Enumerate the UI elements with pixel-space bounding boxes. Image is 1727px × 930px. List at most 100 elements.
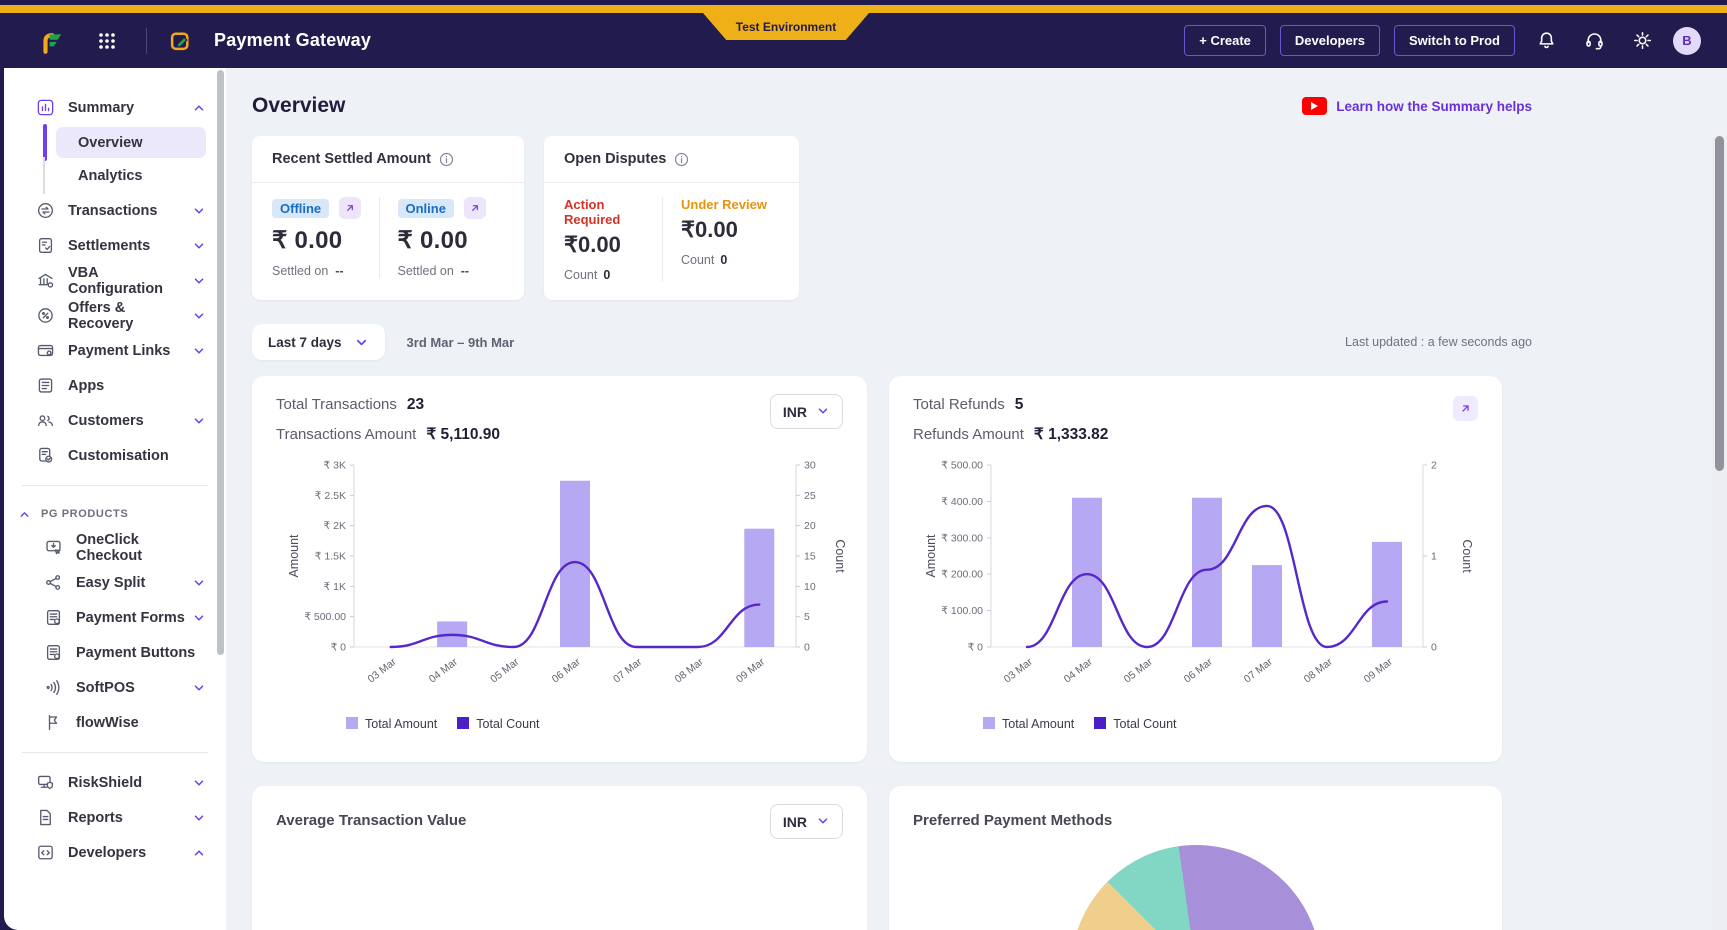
sidebar-item-summary[interactable]: Summary — [4, 90, 226, 125]
online-open-arrow-icon[interactable] — [463, 197, 486, 219]
sidebar-item-label: SoftPOS — [76, 679, 135, 696]
summary-help-link-label: Learn how the Summary helps — [1336, 98, 1532, 114]
sidebar-item-oneclick-checkout[interactable]: OneClick Checkout — [4, 530, 226, 565]
sidebar-item-offers-recovery[interactable]: Offers & Recovery — [4, 298, 226, 333]
info-icon[interactable] — [674, 152, 689, 167]
switch-to-prod-button[interactable]: Switch to Prod — [1394, 25, 1515, 56]
sidebar-item-label: VBA Configuration — [68, 264, 164, 297]
company-logo[interactable] — [38, 26, 68, 56]
sidebar-item-settlements[interactable]: Settlements — [4, 228, 226, 263]
sidebar-item-customisation[interactable]: Customisation — [4, 438, 226, 473]
chevron-down-icon — [815, 814, 830, 829]
refunds-amount-label: Refunds Amount — [913, 426, 1024, 443]
notifications-bell-icon[interactable] — [1529, 24, 1563, 58]
settings-gear-icon[interactable] — [1625, 24, 1659, 58]
sidebar-item-apps[interactable]: Apps — [4, 368, 226, 403]
chevron-down-icon — [192, 611, 206, 625]
total-refunds-label: Total Refunds — [913, 396, 1005, 413]
sidebar-item-customers[interactable]: Customers — [4, 403, 226, 438]
refunds-open-arrow-icon[interactable] — [1453, 396, 1478, 421]
summary-help-link[interactable]: Learn how the Summary helps — [1302, 97, 1532, 115]
under-review-column: Under Review ₹0.00 Count 0 — [662, 197, 779, 282]
payment-gateway-icon — [169, 29, 192, 52]
offers-icon — [36, 306, 55, 325]
count-label: Count — [564, 268, 598, 282]
online-settlement-column: Online ₹ 0.00 Settled on -- — [378, 197, 505, 278]
payment-links-icon — [36, 341, 55, 360]
currency-dropdown[interactable]: INR — [769, 804, 843, 839]
sidebar-item-overview[interactable]: Overview — [43, 124, 206, 161]
page-scrollbar-track[interactable] — [1712, 136, 1727, 930]
sidebar-section-pg-products[interactable]: PG PRODUCTS — [4, 498, 226, 530]
settled-on-value: -- — [335, 264, 344, 278]
svg-text:06 Mar: 06 Mar — [550, 656, 584, 686]
svg-text:2: 2 — [1431, 460, 1437, 472]
online-badge: Online — [397, 198, 454, 218]
sidebar-item-riskshield[interactable]: RiskShield — [4, 765, 226, 800]
sidebar-item-reports[interactable]: Reports — [4, 800, 226, 835]
sidebar-item-easy-split[interactable]: Easy Split — [4, 565, 226, 600]
sidebar-item-payment-links[interactable]: Payment Links — [4, 333, 226, 368]
offline-badge: Offline — [272, 198, 330, 218]
currency-dropdown[interactable]: INR — [769, 394, 843, 429]
sidebar-item-softpos[interactable]: SoftPOS — [4, 670, 226, 705]
sidebar-item-transactions[interactable]: Transactions — [4, 193, 226, 228]
chevron-down-icon — [192, 309, 206, 323]
payment-forms-icon — [44, 608, 63, 627]
svg-text:09 Mar: 09 Mar — [734, 656, 768, 686]
under-review-label: Under Review — [681, 197, 767, 212]
vba-icon — [36, 271, 55, 290]
sidebar-item-payment-forms[interactable]: Payment Forms — [4, 600, 226, 635]
chevron-down-icon — [192, 811, 206, 825]
svg-text:15: 15 — [804, 551, 816, 563]
svg-text:25: 25 — [804, 490, 816, 502]
sidebar-item-flowwise[interactable]: flowWise — [4, 705, 226, 740]
chevron-down-icon — [192, 414, 206, 428]
sidebar-item-analytics[interactable]: Analytics — [43, 157, 206, 194]
svg-text:03 Mar: 03 Mar — [1002, 656, 1036, 686]
svg-text:₹ 300.00: ₹ 300.00 — [941, 532, 983, 544]
offline-open-arrow-icon[interactable] — [339, 197, 362, 219]
date-range-dropdown[interactable]: Last 7 days — [252, 324, 385, 360]
sidebar-item-vba-configuration[interactable]: VBA Configuration — [4, 263, 226, 298]
create-button[interactable]: + Create — [1184, 25, 1266, 56]
transactions-amount-value: ₹ 5,110.90 — [426, 426, 501, 443]
chevron-down-icon — [192, 776, 206, 790]
svg-text:₹ 1.5K: ₹ 1.5K — [315, 551, 346, 563]
support-headset-icon[interactable] — [1577, 24, 1611, 58]
sidebar-item-label: Summary — [68, 99, 135, 116]
app-switcher-grid-icon[interactable] — [90, 24, 124, 58]
offline-settled-amount: ₹ 0.00 — [272, 227, 343, 254]
settlements-icon — [36, 236, 55, 255]
developers-button[interactable]: Developers — [1279, 25, 1380, 56]
legend-amount-swatch — [983, 717, 995, 729]
test-environment-badge: Test Environment — [703, 13, 869, 40]
navbar: Test Environment Payment Gateway — [0, 13, 1727, 68]
sidebar-scrollbar-thumb[interactable] — [217, 70, 224, 655]
svg-text:Amount: Amount — [287, 534, 301, 578]
chevron-down-icon — [192, 344, 206, 358]
chevron-down-icon — [192, 274, 206, 288]
chart-legend: Total Amount Total Count — [983, 717, 1478, 731]
sidebar-item-payment-buttons[interactable]: Payment Buttons — [4, 635, 226, 670]
average-transaction-value-card: Average Transaction Value INR — [252, 786, 867, 930]
svg-text:₹ 0: ₹ 0 — [331, 642, 347, 654]
svg-text:1: 1 — [1431, 551, 1437, 563]
svg-text:04 Mar: 04 Mar — [1062, 656, 1096, 686]
navbar-left: Payment Gateway — [38, 24, 371, 58]
legend-count-label: Total Count — [476, 717, 540, 731]
svg-text:₹ 200.00: ₹ 200.00 — [941, 569, 983, 581]
svg-text:05 Mar: 05 Mar — [1122, 656, 1156, 686]
transactions-combo-chart: ₹ 3K ₹ 2.5K ₹ 2K ₹ 1.5K ₹ 1K ₹ 500.00 ₹ 0 30 25 2… — [287, 460, 846, 686]
sidebar-item-label: OneClick Checkout — [76, 531, 143, 564]
legend-count-label: Total Count — [1113, 717, 1177, 731]
open-disputes-card: Open Disputes Action Required ₹0.00 Coun… — [544, 136, 799, 300]
user-avatar[interactable]: B — [1673, 26, 1701, 55]
page-scrollbar-thumb[interactable] — [1715, 136, 1724, 471]
total-transactions-card: Total Transactions 23 Transactions Amount… — [252, 376, 867, 762]
info-icon[interactable] — [439, 152, 454, 167]
legend-count-swatch — [457, 717, 470, 729]
svg-text:08 Mar: 08 Mar — [1302, 656, 1336, 686]
sidebar-divider — [22, 752, 208, 753]
sidebar-item-developers[interactable]: Developers — [4, 835, 226, 870]
